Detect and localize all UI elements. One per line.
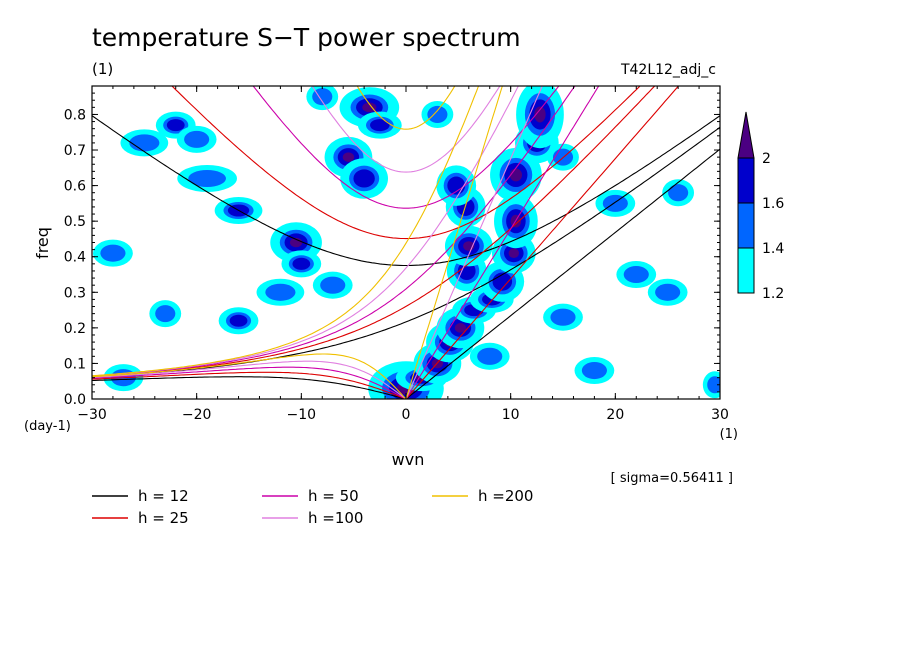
dispersion-curve [92, 86, 656, 378]
contour-blob [509, 168, 523, 182]
contour-blob [534, 106, 546, 123]
dispersion-curve [405, 148, 720, 399]
dispersion-curve [92, 86, 519, 377]
dispersion-curve [92, 366, 407, 399]
legend-label: h = 12 [138, 487, 189, 505]
dispersion-curve [405, 86, 503, 399]
sigma-label: [ sigma=0.56411 ] [611, 471, 733, 486]
y-tick-label: 0.8 [64, 107, 86, 123]
y-tick-label: 0.5 [64, 214, 86, 230]
colorbar: 1.2 1.4 1.6 2 [737, 111, 784, 302]
x-axis-label: wvn [392, 450, 425, 469]
y-tick-label: 0.7 [64, 143, 86, 159]
legend: h = 12 h = 25 h = 50 h =100 h =200 [92, 487, 533, 527]
x-unit-label: (1) [720, 427, 738, 442]
y-tick-label: 0.0 [64, 392, 86, 408]
legend-label: h =100 [308, 509, 363, 527]
dispersion-curve [171, 86, 641, 240]
contour-blob [292, 257, 311, 270]
legend-label: h =200 [478, 487, 533, 505]
contour-blob [100, 244, 126, 262]
x-tick-label: −30 [77, 407, 107, 423]
colorbar-segment [737, 157, 755, 204]
dispersion-curve [92, 86, 480, 377]
colorbar-label: 2 [762, 151, 771, 167]
x-tick-label: 0 [402, 407, 411, 423]
legend-label: h = 50 [308, 487, 359, 505]
colorbar-segment [737, 202, 755, 249]
x-tick-label: −20 [182, 407, 212, 423]
colorbar-label: 1.2 [762, 286, 784, 302]
dispersion-curve [92, 371, 407, 399]
dispersion-curve [92, 86, 576, 377]
dispersion-curve [92, 360, 407, 399]
contour-blob [655, 283, 681, 301]
contour-blob [454, 323, 467, 333]
dispersion-curve [405, 86, 680, 399]
legend-label: h = 25 [138, 509, 189, 527]
x-tick-label: −10 [287, 407, 317, 423]
dispersion-curve [92, 126, 720, 378]
x-tick-label: 20 [606, 407, 624, 423]
contour-blob [155, 305, 176, 323]
contour-blob [550, 308, 576, 326]
colorbar-label: 1.4 [762, 241, 784, 257]
contour-blob [623, 265, 649, 284]
colorbar-segment [737, 247, 755, 294]
contour-blob [188, 169, 226, 188]
contour-blob [320, 276, 346, 294]
contour-blob [370, 119, 390, 132]
contour-blob [457, 261, 476, 281]
y-tick-label: 0.6 [64, 179, 86, 195]
chart-title: temperature S−T power spectrum [92, 23, 521, 52]
contour-blob [166, 119, 185, 132]
dispersion-curve [92, 353, 407, 399]
dispersion-curve [92, 115, 720, 267]
contour-blob [229, 314, 248, 327]
contour-blob [477, 347, 503, 365]
dispersion-curves [92, 86, 720, 399]
y-tick-label: 0.2 [64, 321, 86, 337]
contour-blob [602, 194, 628, 212]
x-tick-label: 30 [711, 407, 729, 423]
dispersion-curve [92, 376, 407, 399]
contour-blob [362, 102, 377, 113]
y-tick-label: 0.1 [64, 356, 86, 372]
axis-ticks: −30 −20 −10 0 10 20 30 0.0 0.1 0.2 0.3 0.4 0.5 0.6 0.7… [64, 86, 729, 423]
x-tick-label: 10 [502, 407, 520, 423]
y-tick-label: 0.3 [64, 285, 86, 301]
contour-blob [312, 88, 333, 106]
dispersion-curve [405, 86, 600, 399]
contour-blob [342, 152, 355, 162]
contour-blob [581, 362, 607, 380]
contour-blob [129, 134, 160, 152]
contour-blob [668, 184, 689, 202]
colorbar-label: 1.6 [762, 196, 784, 212]
dispersion-curve [356, 86, 456, 130]
dispersion-curve [311, 86, 501, 173]
run-label: T42L12_adj_c [620, 62, 716, 78]
contour-blob [707, 376, 720, 394]
y-axis-label: freq [33, 227, 52, 259]
y-unit-label: (day-1) [24, 419, 71, 434]
contour-blob [508, 248, 519, 258]
contour-blob [184, 130, 210, 148]
title-units: (1) [92, 60, 113, 78]
y-tick-label: 0.4 [64, 250, 86, 266]
contour-blob [353, 169, 375, 188]
dispersion-curve [252, 86, 560, 209]
contour-blob [427, 105, 448, 123]
dispersion-curve [405, 86, 543, 399]
contour-blob [265, 283, 296, 301]
colorbar-arrow [737, 111, 755, 159]
